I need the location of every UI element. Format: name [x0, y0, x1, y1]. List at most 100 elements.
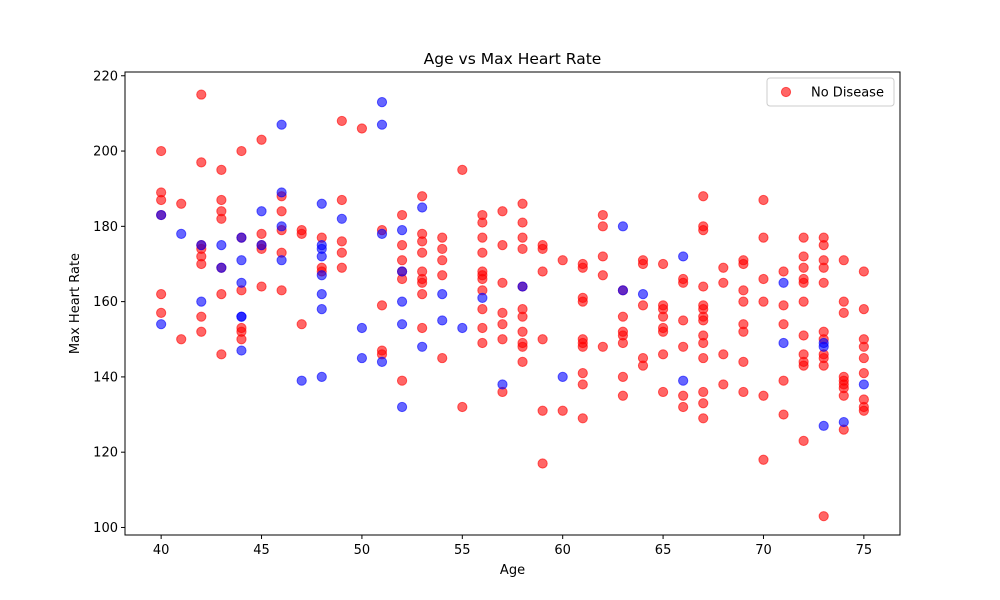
data-point [798, 435, 809, 446]
data-point [698, 413, 709, 424]
data-point [537, 243, 548, 255]
data-point [356, 123, 368, 134]
x-axis: 40 45 50 55 60 65 70 75 [153, 535, 872, 558]
data-point [256, 134, 267, 145]
data-point [758, 273, 769, 285]
data-point [778, 319, 789, 330]
data-point [577, 296, 588, 307]
data-point [517, 326, 528, 337]
data-point [417, 236, 428, 247]
data-point [798, 277, 809, 288]
data-point [758, 296, 769, 307]
data-point [497, 379, 508, 390]
data-point [256, 228, 267, 239]
data-point [417, 202, 428, 213]
data-point [376, 119, 388, 130]
data-point [778, 409, 789, 420]
data-point [517, 356, 528, 367]
x-tick-label: 40 [153, 543, 170, 558]
legend: No Disease [766, 77, 895, 107]
data-point [196, 89, 207, 100]
data-point [818, 240, 829, 251]
data-point [738, 326, 749, 337]
data-point [396, 401, 408, 413]
data-point [577, 368, 588, 379]
data-point [718, 349, 729, 360]
data-point [497, 319, 508, 330]
y-axis-label: Max Heart Rate [68, 253, 83, 354]
data-point [477, 292, 488, 303]
x-tick-label: 65 [655, 543, 672, 558]
y-axis: 100 120 140 160 180 200 220 [93, 69, 125, 536]
data-point [216, 240, 227, 251]
data-point [818, 262, 829, 273]
data-point [678, 277, 689, 288]
data-point [417, 322, 428, 334]
data-point [216, 164, 227, 175]
data-point [858, 379, 869, 390]
data-point [798, 251, 809, 262]
data-point [617, 285, 629, 296]
data-point [798, 330, 809, 341]
data-point [738, 386, 749, 398]
data-point [597, 270, 608, 281]
plot-background [125, 72, 900, 535]
data-point [698, 337, 709, 349]
data-point [336, 236, 347, 247]
data-point [356, 322, 368, 334]
y-tick-label: 100 [93, 521, 118, 536]
data-point [316, 304, 327, 315]
data-point [858, 405, 869, 416]
y-tick-label: 120 [93, 446, 118, 461]
data-point [437, 270, 448, 281]
data-point [156, 209, 167, 221]
data-point [678, 315, 689, 326]
data-point [296, 319, 307, 330]
data-point [858, 352, 869, 364]
data-point [396, 240, 408, 251]
data-point [838, 416, 849, 428]
data-point [196, 157, 207, 168]
data-point [698, 352, 709, 364]
data-point [798, 262, 809, 273]
y-tick-label: 180 [93, 220, 118, 235]
data-point [236, 334, 247, 345]
data-point [477, 232, 488, 243]
x-tick-label: 45 [253, 543, 270, 558]
legend-entry-no-disease: No Disease [811, 86, 884, 101]
data-point [657, 258, 669, 270]
data-point [517, 243, 528, 255]
data-point [818, 341, 829, 352]
data-point [437, 315, 448, 326]
data-point [617, 390, 629, 401]
data-point [698, 191, 709, 202]
data-point [698, 281, 709, 292]
data-point [437, 288, 448, 300]
data-point [176, 228, 187, 239]
data-point [417, 247, 428, 258]
data-point [497, 307, 508, 319]
data-point [597, 341, 608, 352]
data-point [156, 288, 167, 300]
data-point [437, 232, 448, 243]
data-point [577, 262, 588, 273]
data-point [256, 206, 267, 217]
data-point [497, 206, 508, 217]
data-point [718, 379, 729, 390]
data-point [517, 341, 528, 352]
x-tick-label: 50 [354, 543, 371, 558]
data-point [758, 454, 769, 465]
data-point [838, 307, 849, 319]
points-layer [156, 89, 869, 522]
data-point [497, 240, 508, 251]
legend-box [766, 77, 895, 107]
data-point [236, 145, 247, 157]
data-point [778, 300, 789, 311]
data-point [477, 273, 488, 285]
y-tick-label: 200 [93, 145, 118, 160]
data-point [818, 511, 829, 522]
data-point [557, 255, 568, 266]
plot-frame [124, 71, 901, 536]
y-tick-label: 220 [93, 69, 118, 84]
data-point [597, 251, 608, 262]
